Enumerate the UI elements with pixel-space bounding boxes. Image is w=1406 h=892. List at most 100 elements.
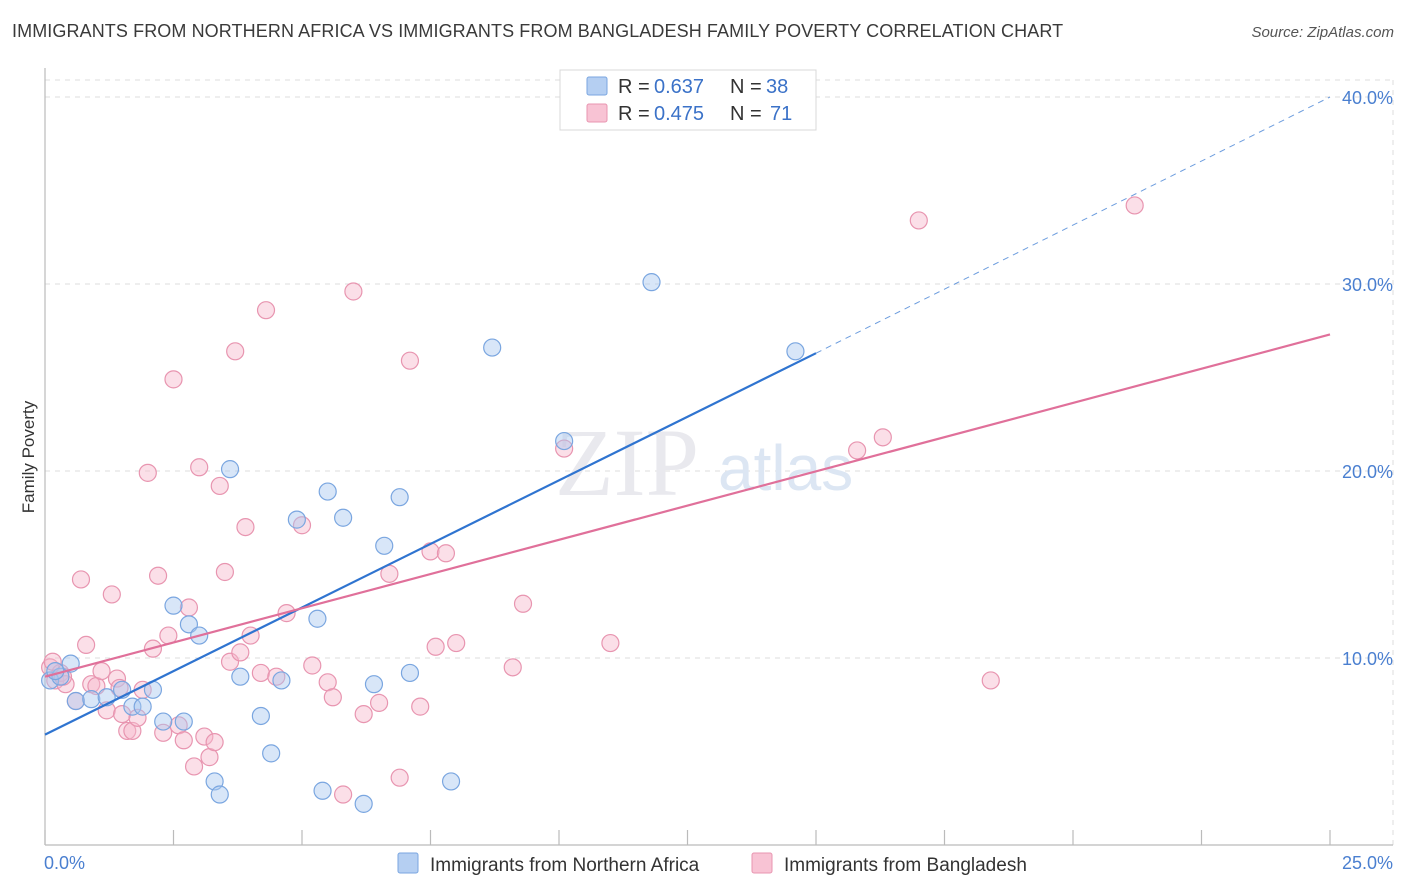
trend-line-northern-africa-extension [815,96,1331,354]
point-northern-africa [334,508,353,527]
point-bangladesh [344,282,363,301]
point-northern-africa [46,661,65,681]
point-bangladesh [251,663,270,683]
point-northern-africa [390,488,409,507]
point-northern-africa [262,744,281,763]
point-bangladesh [370,693,389,712]
bottom-legend-label-bangladesh: Immigrants from Bangladesh [784,855,1027,876]
legend-n-label-pink: N = [730,103,762,125]
legend-n-value-pink: 71 [770,103,792,125]
point-bangladesh [118,721,137,741]
point-bangladesh [128,708,147,727]
bottom-legend-swatch-blue [397,852,419,874]
point-northern-africa [364,675,384,694]
point-bangladesh [292,516,312,535]
point-bangladesh [220,652,240,671]
point-bangladesh [400,351,420,370]
point-bangladesh [555,439,574,458]
y-tick-label: 40.0% [1342,88,1393,108]
legend-r-value-blue: 0.637 [654,76,704,98]
point-bangladesh [256,301,276,320]
y-tick-label: 30.0% [1342,275,1393,295]
legend-swatch-blue [586,76,608,96]
point-northern-africa [287,510,306,529]
point-bangladesh [102,585,121,604]
point-bangladesh [112,704,132,724]
point-bangladesh [179,598,199,617]
trend-line-bangladesh [44,333,1331,678]
axes [44,68,1393,846]
point-bangladesh [210,476,229,496]
point-northern-africa [642,273,661,292]
point-bangladesh [390,768,409,787]
point-northern-africa [179,615,199,634]
point-northern-africa [786,342,805,361]
point-bangladesh [236,517,255,537]
point-northern-africa [210,785,229,804]
point-bangladesh [215,562,234,582]
legend-swatch-pink [586,103,608,123]
point-bangladesh [334,785,353,804]
point-northern-africa [555,431,574,451]
point-bangladesh [1125,196,1144,215]
y-tick-label: 20.0% [1342,462,1393,482]
legend-r-value-pink: 0.475 [654,103,704,125]
point-bangladesh [184,757,204,776]
legend-n-label-blue: N = [730,76,762,98]
bottom-legend-swatch-pink [751,852,773,874]
point-bangladesh [354,704,373,724]
point-northern-africa [400,663,420,683]
x-tick-labels: 0.0% 25.0% [44,853,1393,873]
point-bangladesh [138,463,157,482]
point-northern-africa [318,482,337,501]
point-bangladesh [195,727,214,746]
watermark: ZIP atlas [555,409,853,516]
point-bangladesh [848,441,867,460]
point-northern-africa [483,338,502,357]
point-bangladesh [205,733,224,752]
point-bangladesh [323,688,342,707]
point-bangladesh [513,594,533,613]
point-bangladesh [411,697,430,716]
point-bangladesh [110,678,129,698]
point-bangladesh [92,661,111,681]
legend-r-label-pink: R = [618,103,650,125]
point-bangladesh [190,458,209,477]
point-northern-africa [82,690,101,709]
point-bangladesh [873,428,892,447]
legend-n-value-blue: 38 [766,76,788,98]
point-northern-africa [251,706,270,726]
chart-title: IMMIGRANTS FROM NORTHERN AFRICA VS IMMIG… [12,21,1064,41]
point-northern-africa [308,609,327,628]
point-northern-africa [441,772,461,791]
point-bangladesh [164,370,183,389]
legend-r-label-blue: R = [618,76,650,98]
point-northern-africa [66,691,85,711]
point-bangladesh [436,544,456,563]
source-credit: Source: ZipAtlas.com [1251,24,1394,41]
point-bangladesh [303,656,322,675]
point-bangladesh [421,542,440,561]
point-northern-africa [354,794,373,813]
x-tick-label-min: 0.0% [44,853,85,873]
y-tick-label: 10.0% [1342,649,1393,669]
point-northern-africa [164,596,183,615]
point-bangladesh [71,570,91,589]
y-tick-labels: 10.0% 20.0% 30.0% 40.0% [1342,88,1393,669]
y-axis-label: Family Poverty [19,400,38,513]
point-bangladesh [426,637,445,656]
point-northern-africa [220,460,240,479]
point-northern-africa [375,536,394,555]
point-northern-africa [272,671,291,690]
watermark-zip: ZIP [555,409,699,516]
point-northern-africa [231,667,250,686]
point-bangladesh [601,633,620,653]
point-bangladesh [174,731,193,750]
point-northern-africa [133,697,152,716]
trend-line-northern-africa [44,352,817,736]
point-northern-africa [154,712,173,731]
stats-legend: R = 0.637 N = 38 R = 0.475 N = 71 [559,69,817,131]
point-bangladesh [77,635,96,655]
bottom-legend-label-northern-africa: Immigrants from Northern Africa [430,855,700,876]
